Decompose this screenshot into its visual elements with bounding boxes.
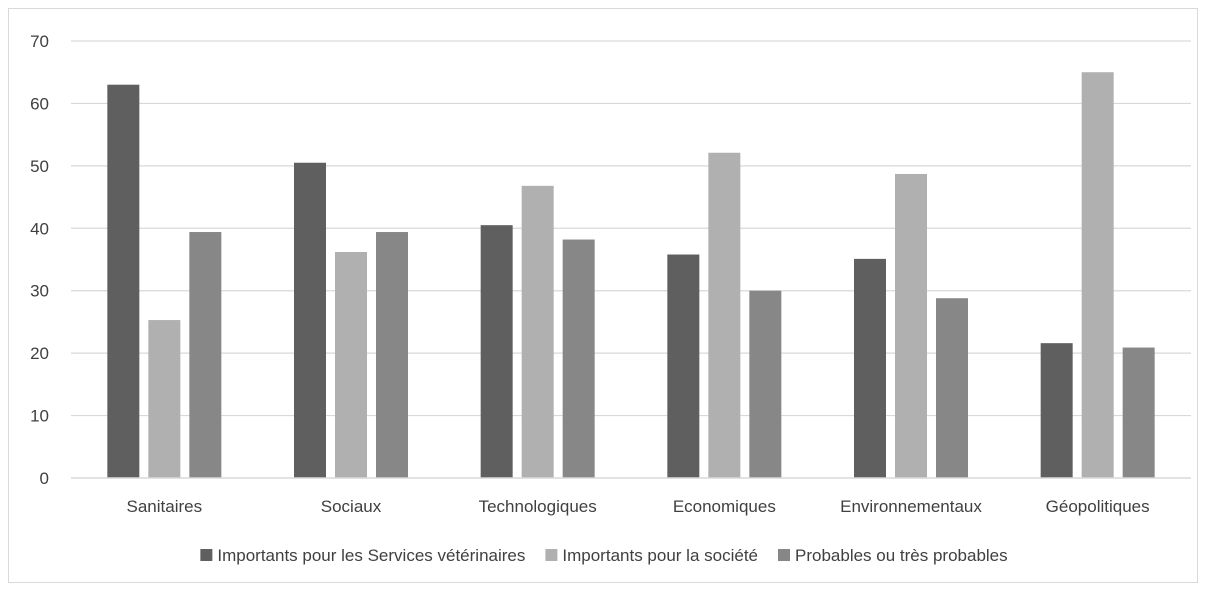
bar xyxy=(895,173,927,479)
legend-item: Importants pour les Services vétérinaire… xyxy=(200,546,525,565)
y-tick-label: 20 xyxy=(30,344,49,363)
y-tick-label: 60 xyxy=(30,94,49,113)
bar xyxy=(1081,72,1114,478)
bar xyxy=(294,162,326,478)
legend-swatch xyxy=(200,549,213,561)
y-tick-label: 70 xyxy=(30,32,49,51)
x-category-label: Technologiques xyxy=(479,497,597,516)
bar xyxy=(480,225,513,478)
bar xyxy=(189,232,222,478)
bar xyxy=(107,84,140,478)
x-category-label: Sociaux xyxy=(321,497,382,516)
y-tick-label: 40 xyxy=(30,219,49,238)
y-tick-label: 10 xyxy=(30,407,49,426)
x-category-label: Sanitaires xyxy=(127,497,203,516)
bar xyxy=(708,152,741,479)
y-axis-ticks: 0 10 20 30 40 50 60 70 xyxy=(30,32,49,488)
y-tick-label: 50 xyxy=(30,157,49,176)
bar xyxy=(749,290,782,478)
legend-item: Probables ou très probables xyxy=(778,546,1008,565)
bars xyxy=(107,72,1155,479)
x-category-label: Economiques xyxy=(673,497,776,516)
legend-label: Importants pour les Services vétérinaire… xyxy=(217,546,525,565)
legend-label: Importants pour la société xyxy=(562,546,758,565)
chart-frame: 0 10 20 30 40 50 60 70 Sanitaires Sociaux Technol… xyxy=(8,8,1198,583)
legend-swatch xyxy=(545,549,558,561)
bar xyxy=(1040,343,1073,478)
y-tick-label: 0 xyxy=(40,469,49,488)
y-tick-label: 30 xyxy=(30,282,49,301)
bar xyxy=(521,185,554,478)
gridlines xyxy=(71,40,1191,417)
legend-swatch xyxy=(778,549,790,561)
legend-item: Importants pour la société xyxy=(545,546,758,565)
x-category-label: Géopolitiques xyxy=(1046,497,1150,516)
legend-label: Probables ou très probables xyxy=(795,546,1008,565)
bar xyxy=(1122,347,1155,478)
bar xyxy=(936,298,968,478)
bar-chart: 0 10 20 30 40 50 60 70 Sanitaires Sociaux Technol… xyxy=(30,32,1191,565)
legend: Importants pour les Services vétérinaire… xyxy=(200,546,1008,565)
x-axis-categories: Sanitaires Sociaux Technologiques Economiqu… xyxy=(127,497,1150,516)
bar xyxy=(376,232,408,478)
bar xyxy=(562,239,595,478)
bar xyxy=(854,258,886,478)
bar xyxy=(335,252,367,478)
bar xyxy=(667,254,700,478)
bar xyxy=(148,320,181,478)
x-category-label: Environnementaux xyxy=(840,497,982,516)
